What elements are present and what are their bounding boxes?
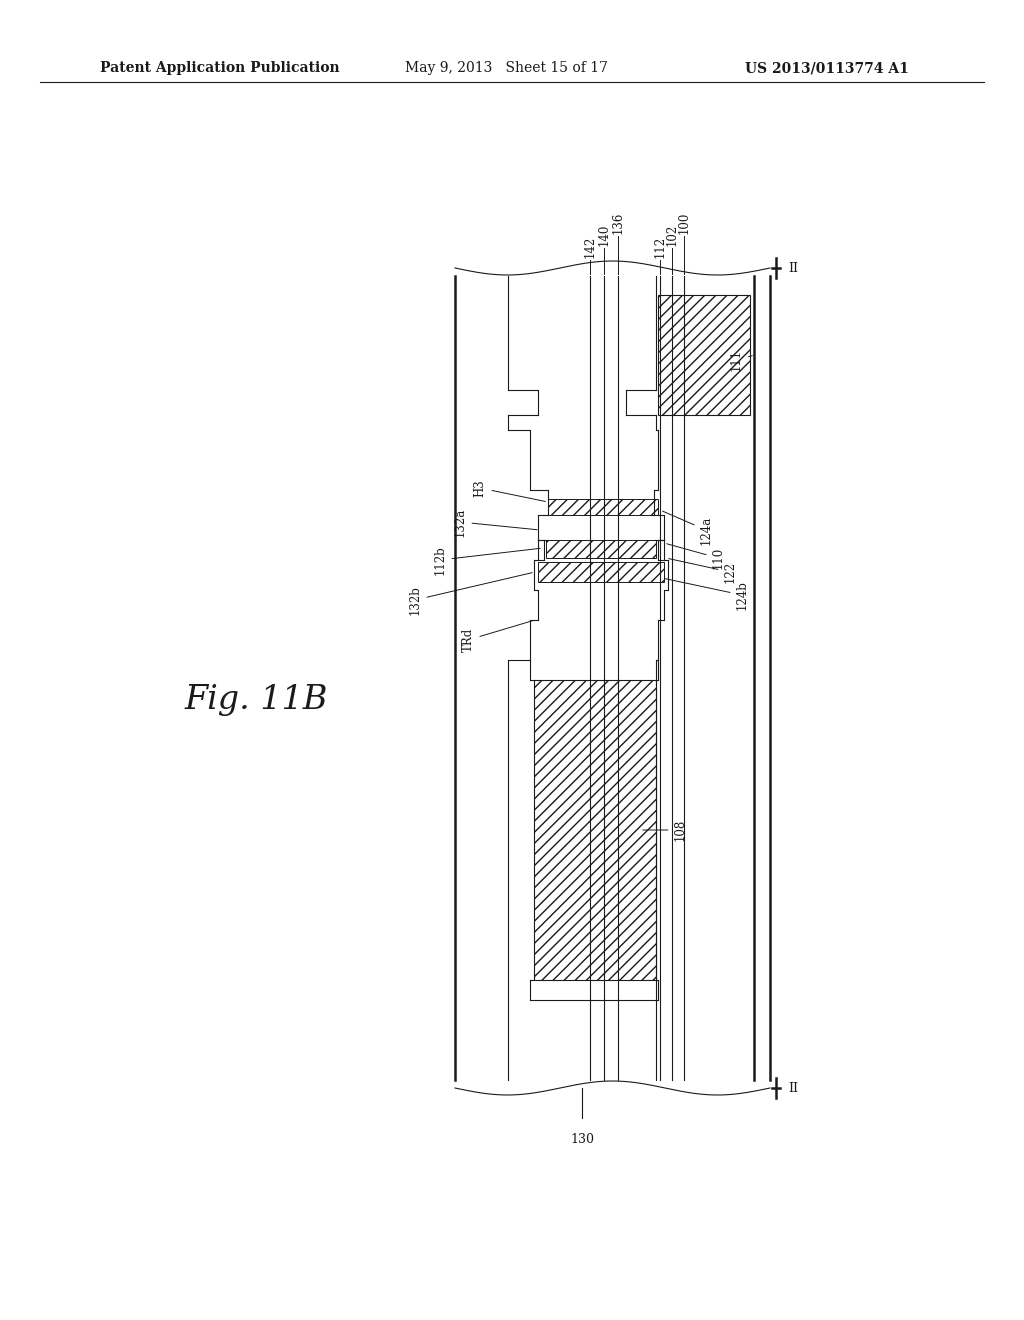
Text: 130: 130 — [570, 1133, 594, 1146]
Text: 142: 142 — [584, 236, 597, 257]
Text: 111: 111 — [730, 348, 753, 371]
Text: 124a: 124a — [663, 511, 713, 545]
Text: Fig. 11B: Fig. 11B — [185, 684, 329, 715]
Text: US 2013/0113774 A1: US 2013/0113774 A1 — [745, 61, 909, 75]
Text: 100: 100 — [678, 211, 690, 234]
Bar — [538, 562, 664, 582]
Text: Patent Application Publication: Patent Application Publication — [100, 61, 340, 75]
Text: 112b: 112b — [433, 545, 541, 576]
Text: II: II — [788, 1081, 798, 1094]
Text: II: II — [788, 261, 798, 275]
Text: 136: 136 — [611, 211, 625, 234]
Text: 110: 110 — [667, 544, 725, 569]
Text: TRd: TRd — [462, 620, 532, 652]
Text: 124b: 124b — [665, 578, 749, 610]
Bar — [658, 294, 750, 414]
Text: 132a: 132a — [454, 507, 538, 537]
Text: 108: 108 — [643, 818, 686, 841]
Text: 132b: 132b — [409, 573, 532, 615]
Text: 102: 102 — [666, 224, 679, 246]
Bar — [534, 680, 656, 979]
Text: H3: H3 — [473, 479, 546, 502]
Text: 112: 112 — [653, 236, 667, 257]
Text: 140: 140 — [597, 223, 610, 246]
Text: 122: 122 — [669, 558, 736, 583]
Bar — [546, 540, 656, 558]
Text: May 9, 2013   Sheet 15 of 17: May 9, 2013 Sheet 15 of 17 — [406, 61, 608, 75]
Bar — [548, 499, 658, 515]
